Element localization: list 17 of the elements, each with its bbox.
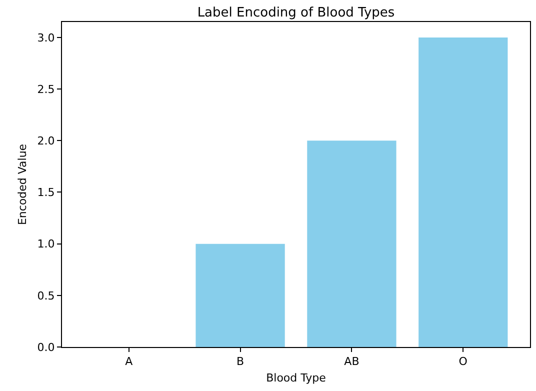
x-tick-label: AB <box>344 355 360 368</box>
bar <box>307 140 396 347</box>
x-tick-label: O <box>458 355 468 368</box>
y-tick-label: 0.0 <box>37 340 55 354</box>
y-axis-title: Encoded Value <box>16 144 29 226</box>
bar <box>418 37 508 347</box>
x-tick-label: A <box>125 355 134 368</box>
x-axis-title: Blood Type <box>266 371 326 384</box>
x-tick-label: B <box>236 355 244 368</box>
y-tick-label: 2.0 <box>37 134 55 148</box>
chart-title: Label Encoding of Blood Types <box>197 6 395 21</box>
y-tick-label: 1.0 <box>37 238 55 251</box>
y-tick-label: 3.0 <box>37 31 55 44</box>
y-tick-label: 2.5 <box>37 82 55 96</box>
y-tick-label: 1.5 <box>37 186 55 200</box>
bar <box>196 244 285 347</box>
y-tick-label: 0.5 <box>37 289 55 302</box>
